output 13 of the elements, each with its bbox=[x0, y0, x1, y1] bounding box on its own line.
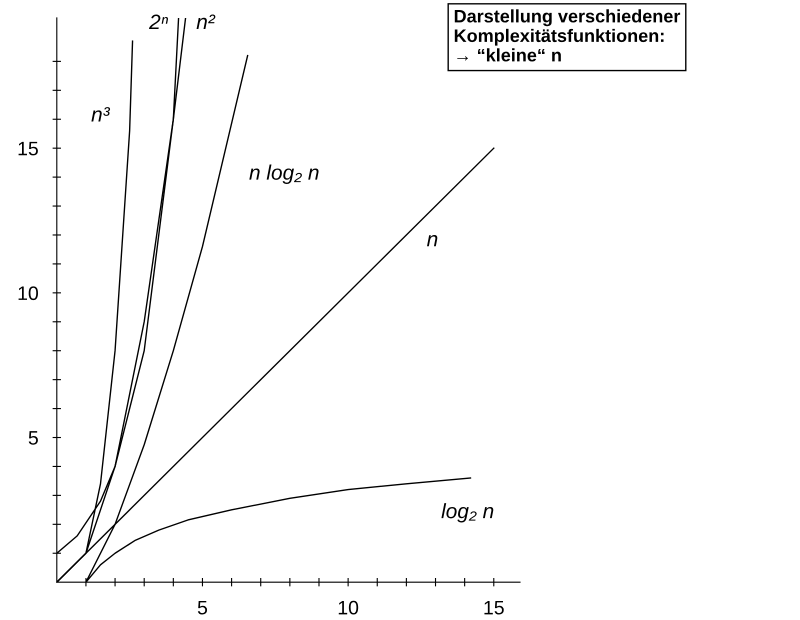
y-tick-label: 10 bbox=[18, 286, 38, 300]
series-label: n bbox=[427, 235, 438, 246]
x-tick-label: 15 bbox=[484, 600, 504, 615]
series-label: 2ⁿ bbox=[148, 14, 168, 30]
series-label: n log₂ n bbox=[249, 164, 319, 184]
x-tick-label: 10 bbox=[338, 600, 358, 615]
series-label: n³ bbox=[91, 107, 110, 122]
y-tick-label: 15 bbox=[18, 142, 38, 156]
series-label: n² bbox=[196, 14, 216, 30]
series-label: log₂ n bbox=[441, 503, 494, 522]
y-tick-label: 5 bbox=[28, 431, 38, 445]
x-tick-label: 5 bbox=[198, 600, 208, 615]
annotation: Darstellung verschiedener Komplexitätsfunktionen: → “kleine“ n bbox=[454, 9, 680, 62]
